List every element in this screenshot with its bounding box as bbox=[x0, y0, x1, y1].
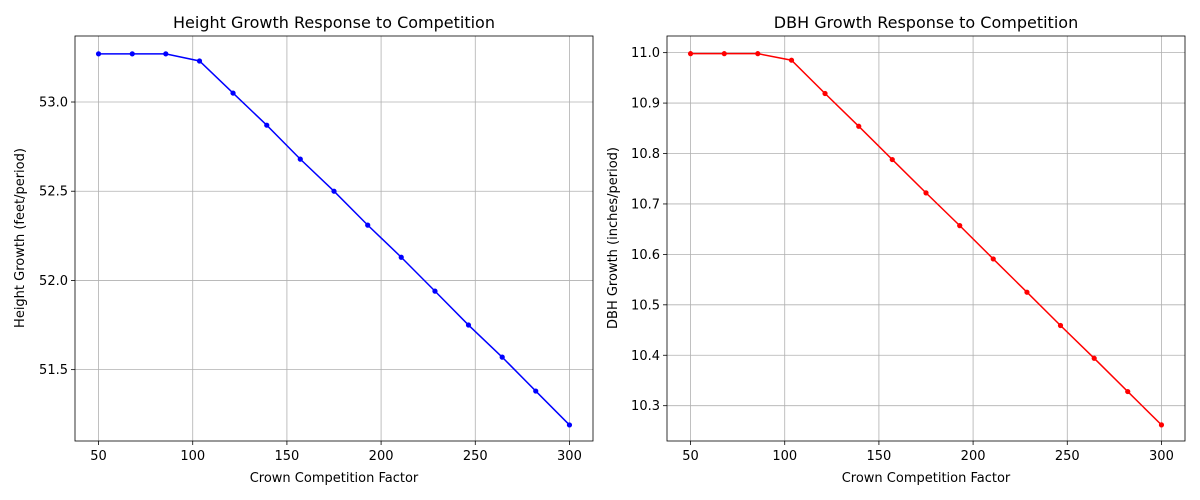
y-tick-label: 10.6 bbox=[631, 248, 660, 263]
data-point bbox=[297, 156, 303, 162]
y-tick-label: 10.4 bbox=[631, 349, 660, 364]
data-point bbox=[331, 188, 337, 194]
data-point bbox=[1091, 355, 1097, 361]
x-tick-label: 100 bbox=[180, 449, 205, 464]
data-point bbox=[923, 190, 929, 196]
y-tick-label: 10.3 bbox=[631, 399, 660, 414]
y-tick-label: 51.5 bbox=[39, 363, 68, 378]
x-axis-label: Crown Competition Factor bbox=[842, 471, 1011, 486]
x-tick-label: 300 bbox=[1149, 449, 1174, 464]
plot-frame bbox=[666, 35, 1186, 442]
y-tick-label: 10.5 bbox=[631, 298, 660, 313]
chart-title: Height Growth Response to Competition bbox=[173, 13, 495, 32]
data-point bbox=[499, 354, 505, 360]
y-tick-label: 10.8 bbox=[631, 147, 660, 162]
y-tick-label: 52.0 bbox=[39, 274, 68, 289]
data-point bbox=[990, 256, 996, 262]
data-point bbox=[788, 57, 795, 63]
series-line bbox=[690, 52, 1162, 426]
data-point bbox=[264, 122, 270, 128]
data-point bbox=[533, 388, 539, 394]
data-point bbox=[230, 90, 236, 96]
x-tick-label: 100 bbox=[772, 449, 797, 464]
x-axis-label: Crown Competition Factor bbox=[250, 471, 419, 486]
y-tick-label: 10.7 bbox=[631, 197, 660, 212]
data-point bbox=[1125, 388, 1131, 395]
x-tick-label: 250 bbox=[463, 449, 488, 464]
data-point bbox=[687, 51, 694, 57]
y-tick-label: 10.9 bbox=[631, 97, 660, 112]
data-point bbox=[95, 51, 102, 57]
data-point bbox=[856, 123, 862, 129]
x-tick-label: 150 bbox=[274, 449, 299, 464]
x-tick-label: 150 bbox=[866, 449, 891, 464]
data-point bbox=[465, 322, 472, 328]
data-point bbox=[822, 90, 828, 97]
data-point bbox=[163, 51, 169, 57]
data-point bbox=[957, 223, 963, 229]
data-point bbox=[889, 156, 895, 163]
dbh-growth-chart: DBH Growth Response to Competition Crown… bbox=[606, 13, 1186, 486]
data-point bbox=[566, 422, 573, 428]
plot-frame bbox=[74, 35, 594, 442]
data-point bbox=[721, 51, 727, 57]
data-point bbox=[432, 288, 438, 294]
data-point bbox=[129, 51, 135, 57]
y-axis-label: Height Growth (feet/period) bbox=[13, 148, 28, 328]
y-tick-label: 52.5 bbox=[39, 185, 68, 200]
data-point bbox=[365, 222, 371, 228]
x-tick-label: 300 bbox=[557, 449, 582, 464]
data-point bbox=[398, 254, 404, 260]
data-point bbox=[755, 51, 761, 57]
data-point bbox=[196, 58, 203, 64]
x-tick-label: 50 bbox=[90, 449, 107, 464]
x-tick-label: 250 bbox=[1055, 449, 1080, 464]
data-point bbox=[1057, 322, 1064, 329]
y-tick-label: 53.0 bbox=[39, 96, 68, 111]
x-tick-label: 200 bbox=[961, 449, 986, 464]
data-point bbox=[1024, 289, 1030, 295]
data-point bbox=[1158, 422, 1165, 428]
x-tick-label: 50 bbox=[682, 449, 699, 464]
y-tick-label: 11.0 bbox=[631, 46, 660, 61]
chart-title: DBH Growth Response to Competition bbox=[774, 13, 1078, 32]
x-tick-label: 200 bbox=[369, 449, 394, 464]
height-growth-chart: Height Growth Response to Competition Cr… bbox=[13, 13, 594, 486]
y-axis-label: DBH Growth (inches/period) bbox=[606, 147, 621, 329]
